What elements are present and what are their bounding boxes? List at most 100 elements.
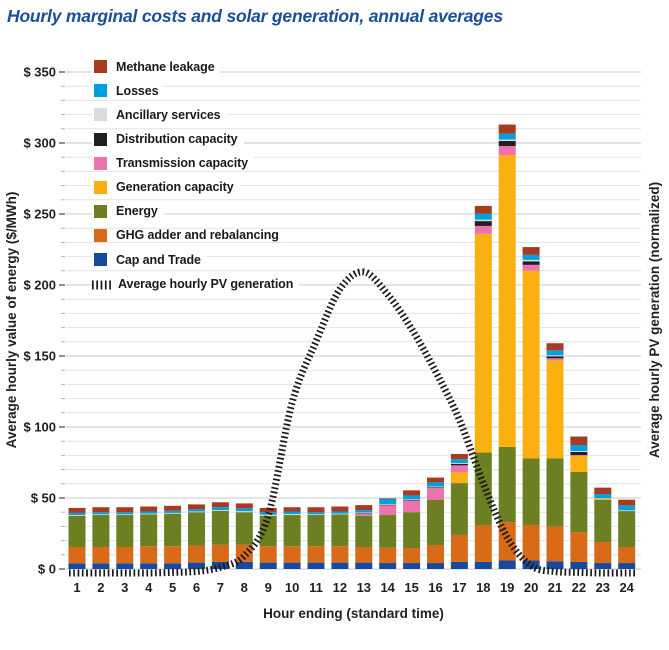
bar-segment [522,247,540,255]
legend-label: Transmission capacity [116,156,248,171]
legend-label: Ancillary services [116,107,221,122]
bar-segment [594,487,612,495]
bar-segment [92,514,110,516]
legend-item-distribution-capacity: Distribution capacity [92,132,244,146]
x-tick-label: 3 [121,580,128,595]
legend-swatch [94,204,107,218]
bar-segment [522,458,540,525]
bar-segment [427,477,444,483]
bar-hour-15 [403,490,421,569]
legend-item-cap-and-trade: Cap and Trade [92,253,207,267]
x-tick-label: 20 [524,580,538,595]
bar-segment [283,511,301,515]
bar-segment [188,509,205,512]
bar-segment [68,507,86,513]
legend-item-generation-capacity: Generation capacity [92,180,240,194]
x-tick-label: 21 [548,580,562,595]
legend-label: Distribution capacity [116,132,238,147]
bar-segment [283,507,301,512]
bar-segment [283,546,301,563]
legend-swatch [94,180,107,194]
bar-segment [116,507,134,513]
bar-segment [474,225,492,234]
y-axis-tick-labels: $ 0 $ 50 $ 100 $ 150 $ 200 $ 250 $ 300 $ 350 [23,65,56,577]
x-axis-title: Hour ending (standard time) [263,606,444,621]
bar-hour-10 [283,507,301,569]
bar-segment [546,561,564,569]
bar-segment [283,515,301,547]
bar-segment [355,546,373,563]
legend-item-methane-leakage: Methane leakage [92,60,221,74]
bar-segment [188,504,205,510]
x-tick-label: 11 [309,580,323,595]
bar-segment [164,505,182,511]
bar-segment [427,499,444,546]
y-tick-label: $ 50 [31,491,56,506]
bar-hour-19 [498,124,516,569]
y-tick-label: $ 100 [23,420,56,435]
bar-segment [116,512,134,515]
bar-hour-20 [522,247,540,569]
bar-segment [307,514,325,516]
bar-hour-7 [211,502,229,569]
legend-swatch [94,60,107,74]
bar-segment [427,482,444,487]
gridlines [59,71,641,570]
bar-segment [474,205,492,214]
bar-segment [235,503,253,509]
x-tick-label: 4 [145,580,153,595]
bar-segment [116,563,134,569]
x-tick-label: 24 [619,580,634,595]
legend-swatch [94,108,107,122]
x-tick-label: 1 [73,580,80,595]
legend-swatch [94,228,107,242]
legend-label: Cap and Trade [116,252,201,267]
dashed-line-icon [91,278,113,290]
bar-segment [259,562,277,569]
bar-segment [68,563,86,569]
x-tick-label: 14 [380,580,395,595]
bar-segment [570,436,588,446]
bar-segment [379,563,397,569]
x-tick-label: 22 [572,580,586,595]
bar-segment [522,270,540,459]
bar-segment [116,515,134,547]
bar-segment [355,510,373,513]
bar-segment [379,503,397,505]
x-tick-label: 18 [476,580,490,595]
bar-segment [546,360,564,459]
legend-item-losses: Losses [92,84,165,98]
legend-swatch [94,156,107,170]
y-tick-label: $ 150 [23,349,56,364]
y-axis-title-right: Average hourly PV generation (normalized… [647,182,662,458]
bar-segment [379,547,397,564]
bar-segment [450,472,468,484]
bar-segment [331,513,349,515]
bar-hour-6 [188,504,205,569]
bar-segment [498,124,516,134]
bar-segment [307,507,325,513]
bar-segment [92,507,110,513]
bar-hour-13 [355,505,373,569]
bar-segment [307,562,325,569]
bar-hour-23 [594,487,612,569]
bar-segment [140,511,158,514]
bar-segment [211,561,229,569]
bar-hour-22 [570,436,588,569]
bar-segment [546,526,564,562]
bar-segment [474,233,492,453]
x-tick-label: 2 [97,580,104,595]
bar-segment [188,511,205,513]
bar-segment [164,513,182,547]
bar-segment [235,512,253,545]
bar-segment [618,563,636,569]
bar-segment [522,524,540,561]
bar-segment [355,562,373,569]
legend-item-transmission-capacity: Transmission capacity [92,156,254,170]
x-tick-label: 17 [452,580,466,595]
x-tick-label: 7 [217,580,224,595]
bar-segment [140,546,158,564]
bar-segment [427,563,444,569]
bar-segment [116,514,134,516]
bar-hour-2 [92,507,110,569]
